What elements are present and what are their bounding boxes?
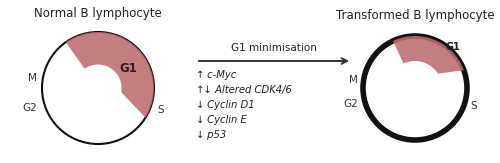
Text: S: S [157, 105, 164, 115]
Text: G2: G2 [343, 99, 358, 109]
Text: Transformed B lymphocyte: Transformed B lymphocyte [336, 9, 494, 22]
Text: M: M [349, 75, 358, 85]
Polygon shape [393, 36, 464, 74]
Text: Normal B lymphocyte: Normal B lymphocyte [34, 7, 162, 20]
Text: G1 minimisation: G1 minimisation [231, 43, 317, 53]
Text: G2: G2 [22, 103, 37, 113]
Text: ↓: ↓ [196, 115, 204, 125]
Text: G1: G1 [120, 62, 138, 75]
Text: G1: G1 [445, 42, 460, 52]
Text: ↑↓: ↑↓ [196, 85, 213, 95]
Text: ↓: ↓ [196, 100, 204, 110]
Text: Altered CDK4/6: Altered CDK4/6 [212, 85, 292, 95]
Text: p53: p53 [204, 130, 226, 140]
Text: c-Myc: c-Myc [204, 70, 236, 80]
Polygon shape [66, 32, 154, 118]
Text: Cyclin D1: Cyclin D1 [204, 100, 254, 110]
Text: Cyclin E: Cyclin E [204, 115, 247, 125]
Text: ↓: ↓ [196, 130, 204, 140]
Text: ↑: ↑ [196, 70, 204, 80]
Text: M: M [28, 73, 37, 83]
Text: S: S [470, 101, 476, 111]
